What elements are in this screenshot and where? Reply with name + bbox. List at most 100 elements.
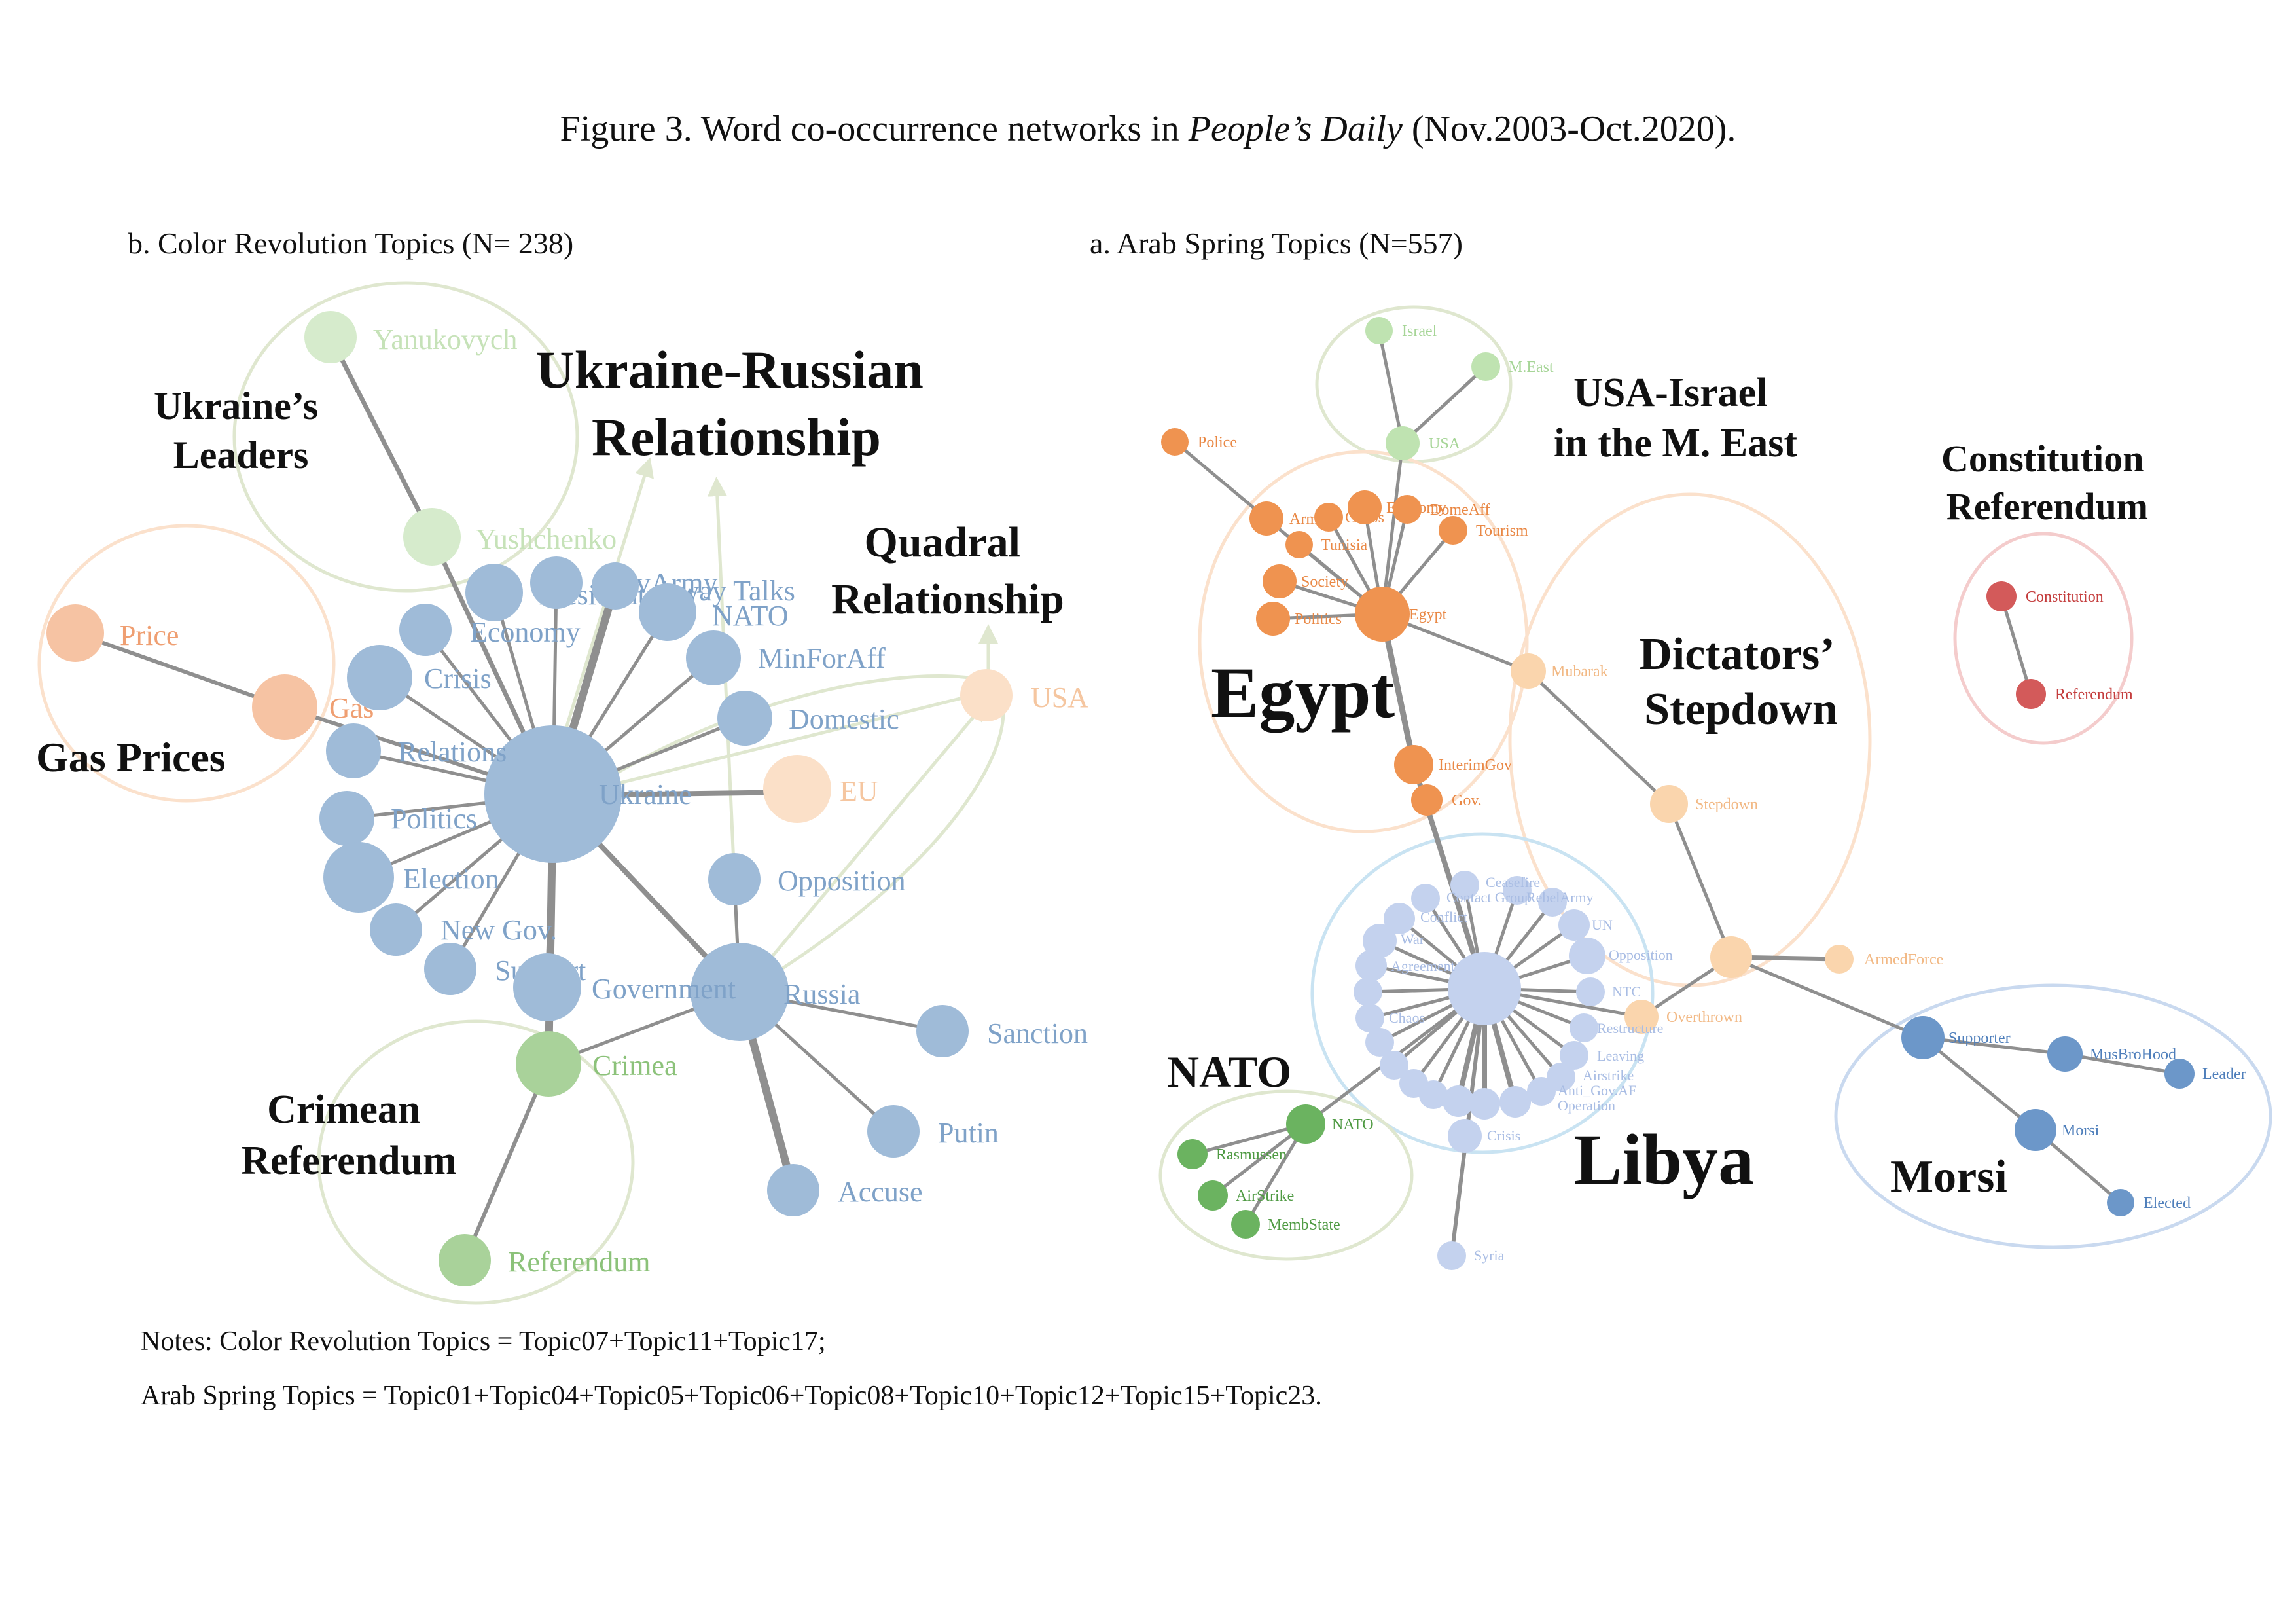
node-label: Sanction <box>987 1017 1088 1049</box>
node-label: Stepdown <box>1695 796 1758 813</box>
arab-spring-network: Israel M.East USA Police Army Chaos Econ… <box>1158 305 2272 1270</box>
node-circle <box>1363 924 1397 958</box>
node-circle <box>1355 587 1410 642</box>
node-circle <box>403 508 461 566</box>
node-label: MusBroHood <box>2090 1046 2176 1063</box>
nodes-right: Israel M.East USA Police Army Chaos Econ… <box>1161 317 2246 1270</box>
node-label: NATO <box>712 600 789 632</box>
node-label: NTC <box>1612 983 1641 1000</box>
node-opposition: Opposition <box>708 853 906 905</box>
node-label: NATO <box>1332 1116 1374 1133</box>
node-label: Overthrown <box>1666 1009 1742 1026</box>
node-label: Politics <box>1295 611 1342 628</box>
node-label: Morsi <box>2062 1122 2100 1139</box>
node-rasmussen: Rasmussen <box>1177 1139 1287 1169</box>
node-circle <box>1558 909 1590 941</box>
node-label: Relations <box>398 736 507 768</box>
cluster-title-stepdown: Dictators’ Stepdown <box>1639 629 1843 735</box>
edge <box>1921 1036 2037 1132</box>
color-revolution-network: Yanukovych Yushchenko Price Gas USA EU U… <box>36 281 1088 1305</box>
node-circle <box>1650 785 1688 823</box>
cluster-outline-crimean-referendum <box>317 1019 635 1305</box>
cluster-title-crimean-referendum: Crimean Referendum <box>241 1087 456 1183</box>
cluster-title-gas-prices: Gas Prices <box>36 734 226 780</box>
node-armedforce-hub <box>1710 936 1752 978</box>
node-circle <box>465 564 523 621</box>
node-label: Putin <box>938 1117 999 1149</box>
node-circle <box>1365 1028 1394 1057</box>
node-label: Opposition <box>778 865 906 897</box>
node-circle <box>1177 1139 1208 1169</box>
node-circle <box>439 1234 491 1286</box>
node-crimea: Crimea <box>516 1031 677 1097</box>
cluster-title-quadral: Quadral Relationship <box>831 519 1064 623</box>
node-minforaff: MinForAff <box>686 630 886 685</box>
node-circle <box>2047 1036 2083 1072</box>
node-label: Supporter <box>1948 1030 2011 1047</box>
node-circle <box>1538 888 1567 917</box>
node-label: Crisis <box>424 663 492 695</box>
node-label: Economy <box>470 616 581 648</box>
node-circle <box>1231 1210 1260 1239</box>
node-mubarak: Mubarak <box>1511 653 1608 689</box>
cluster-title-nato: NATO <box>1167 1047 1291 1097</box>
node-government: Government <box>513 953 736 1021</box>
node-circle <box>1198 1180 1228 1211</box>
cluster-title-usa-israel: USA-Israel in the M. East <box>1554 371 1797 465</box>
node-membstate: MembState <box>1231 1210 1340 1239</box>
node-referendum: Referendum <box>439 1234 650 1286</box>
cluster-title-libya: Libya <box>1574 1120 1754 1199</box>
edge <box>1401 365 1488 445</box>
node-nato-ar: NATO <box>1286 1104 1374 1144</box>
node-label: AirStrike <box>1236 1188 1294 1205</box>
edge <box>328 335 435 539</box>
panel-label-arab-spring: a. Arab Spring Topics (N=557) <box>1090 227 1463 260</box>
node-circle <box>916 1005 969 1057</box>
node-constitution: Constitution <box>1986 581 2104 611</box>
node-label: Referendum <box>2055 686 2133 703</box>
node-circle <box>1570 1013 1598 1042</box>
node-label: Chaos <box>1389 1010 1425 1026</box>
node-yanukovych: Yanukovych <box>304 311 517 363</box>
node-circle <box>639 583 696 641</box>
node-label: InterimGov <box>1439 757 1512 774</box>
node-circle <box>1901 1016 1945 1059</box>
node-label: MinForAff <box>758 642 886 674</box>
node-label: ArmedForce <box>1864 951 1943 968</box>
node-label: Election <box>403 863 499 895</box>
node-circle <box>1365 317 1393 344</box>
node-label: Yushchenko <box>476 523 617 555</box>
node-circle <box>326 723 381 778</box>
node-circle <box>1443 1085 1474 1117</box>
cluster-outline-stepdown <box>1508 492 1872 987</box>
node-tunisia: Tunisia <box>1285 531 1367 558</box>
node-circle <box>686 630 741 685</box>
node-circle <box>516 1031 581 1097</box>
node-gov: Gov. <box>1411 784 1482 816</box>
node-circle <box>424 943 476 995</box>
node-tourism: Tourism <box>1439 516 1528 545</box>
node-label: Contact Group <box>1446 889 1532 905</box>
node-politics: Politics <box>319 791 477 846</box>
node-circle <box>513 953 581 1021</box>
node-circle <box>319 791 374 846</box>
node-m-east: M.East <box>1471 352 1554 381</box>
node-circle <box>1986 581 2017 611</box>
node-circle <box>1499 1086 1531 1118</box>
node-circle <box>252 674 317 740</box>
node-circle <box>1511 653 1546 689</box>
cluster-title-constitution: Constitution Referendum <box>1941 437 2153 528</box>
node-circle <box>1576 977 1605 1006</box>
node-sanction: Sanction <box>916 1005 1088 1057</box>
node-leader: Leader <box>2164 1059 2246 1089</box>
node-circle <box>1285 531 1313 558</box>
node-circle <box>1547 1063 1575 1091</box>
node-morsi: Morsi <box>2015 1109 2100 1151</box>
node-russia: Russia <box>691 943 860 1041</box>
node-circle <box>1380 1051 1408 1080</box>
node-interimgov: InterimGov <box>1394 745 1512 784</box>
node-usa-me: USA <box>1386 426 1461 460</box>
node-gas: Gas <box>252 674 374 740</box>
node-label: Opposition <box>1609 947 1673 963</box>
node-circle <box>1286 1104 1325 1144</box>
